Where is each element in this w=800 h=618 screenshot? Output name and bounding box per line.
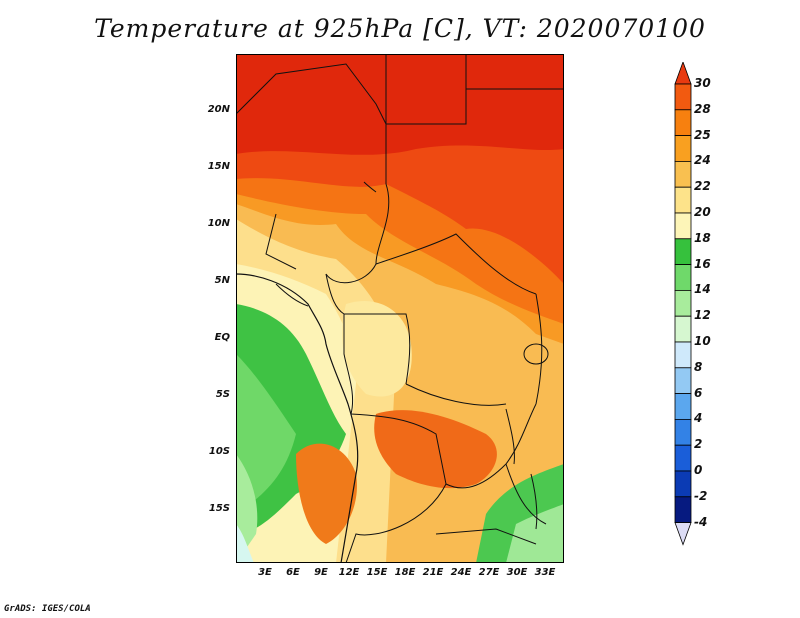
field-south-warm xyxy=(296,443,357,544)
colorbar-box xyxy=(674,367,692,394)
lon-label: 12E xyxy=(338,567,360,578)
colorbar-label: 25 xyxy=(694,127,711,142)
colorbar-label: 30 xyxy=(694,76,711,90)
lat-label: 20N xyxy=(207,104,230,115)
lat-label: EQ xyxy=(214,332,230,343)
colorbar-bottom-triangle xyxy=(674,522,692,546)
border-line xyxy=(236,63,387,184)
border-line xyxy=(405,383,507,406)
border-line xyxy=(265,213,297,270)
border-line xyxy=(343,314,354,415)
lat-label: 10N xyxy=(207,218,230,229)
colorbar-label: 24 xyxy=(694,153,711,168)
lat-label: 10S xyxy=(208,446,230,457)
field-congo xyxy=(342,300,412,397)
border-line xyxy=(375,233,537,295)
colorbar-label: 4 xyxy=(694,411,703,426)
border-line xyxy=(345,483,447,563)
lon-label: 21E xyxy=(422,567,444,578)
border-line xyxy=(505,463,547,525)
colorbar-label: -4 xyxy=(694,514,708,529)
colorbar-label: 14 xyxy=(694,282,711,297)
lon-label: 33E xyxy=(534,567,556,578)
lake-victoria xyxy=(523,343,549,365)
credit-text: GrADS: IGES/COLA xyxy=(4,604,91,614)
colorbar-box xyxy=(674,444,692,472)
colorbar-label: -2 xyxy=(694,488,708,503)
border-line xyxy=(435,528,537,545)
colorbar-label: 12 xyxy=(694,308,711,323)
colorbar-box xyxy=(674,109,692,136)
colorbar-box xyxy=(674,264,692,291)
colorbar-label: 28 xyxy=(694,101,711,116)
lon-label: 27E xyxy=(478,567,500,578)
colorbar-box xyxy=(674,315,692,343)
lon-label: 15E xyxy=(366,567,388,578)
colorbar-box xyxy=(674,212,692,240)
chart-title: Temperature at 925hPa [C], VT: 202007010… xyxy=(94,14,706,43)
colorbar-box xyxy=(674,83,692,111)
colorbar-box xyxy=(674,238,692,266)
colorbar-box xyxy=(674,393,692,420)
colorbar-label: 10 xyxy=(694,334,711,348)
lon-label: 3E xyxy=(258,567,272,578)
coastline xyxy=(236,273,359,563)
field-10 xyxy=(236,524,254,563)
lake-tanganyika xyxy=(505,408,515,465)
lat-label: 15N xyxy=(207,161,230,172)
colorbar-label: 6 xyxy=(694,385,703,400)
colorbar-box xyxy=(674,418,692,446)
colorbar-box xyxy=(674,186,692,214)
lon-label: 6E xyxy=(286,567,300,578)
colorbar-box xyxy=(674,289,692,317)
border-line xyxy=(350,413,447,485)
colorbar-label: 2 xyxy=(694,437,703,452)
lat-label: 15S xyxy=(208,503,230,514)
lon-label: 9E xyxy=(314,567,328,578)
colorbar-box xyxy=(674,161,692,188)
colorbar-box xyxy=(674,496,692,523)
colorbar-label: 0 xyxy=(694,463,703,477)
colorbar-box xyxy=(674,341,692,369)
lon-label: 18E xyxy=(394,567,416,578)
lake-chad xyxy=(363,181,377,193)
lon-label: 30E xyxy=(506,567,528,578)
field-east-cool xyxy=(506,504,564,563)
colorbar-box xyxy=(674,135,692,162)
colorbar xyxy=(674,60,692,562)
colorbar-label: 8 xyxy=(694,359,703,374)
colorbar-box xyxy=(674,470,692,498)
border-line xyxy=(535,293,543,405)
lat-label: 5S xyxy=(215,389,230,400)
colorbar-label: 20 xyxy=(694,205,711,219)
border-line xyxy=(325,273,411,385)
colorbar-top-triangle xyxy=(674,60,692,85)
lake-malawi xyxy=(530,473,538,530)
lat-label: 5N xyxy=(214,275,230,286)
colorbar-label: 16 xyxy=(694,256,711,271)
field-central-warm xyxy=(374,410,497,489)
lon-label: 24E xyxy=(450,567,472,578)
border-line xyxy=(275,283,309,307)
field-14 xyxy=(236,354,296,514)
colorbar-label: 22 xyxy=(694,179,711,194)
colorbar-label: 18 xyxy=(694,230,711,245)
temperature-map xyxy=(236,54,564,563)
